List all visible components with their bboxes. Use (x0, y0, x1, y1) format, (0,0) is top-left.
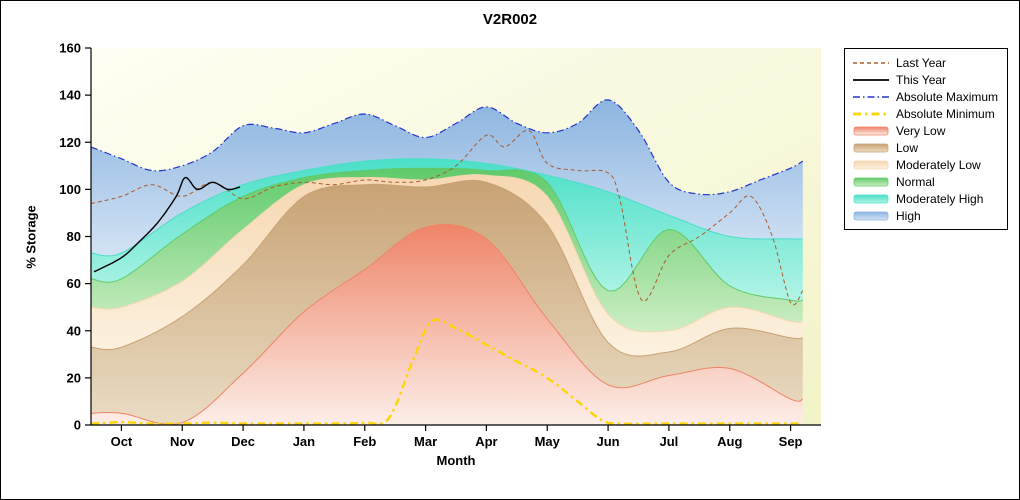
x-tick-label: Sep (779, 434, 803, 449)
y-tick-label: 60 (67, 276, 81, 291)
y-tick-label: 120 (59, 135, 81, 150)
legend-fill-sample (853, 126, 889, 135)
x-tick-label: Aug (717, 434, 742, 449)
legend-item-moderately-high: Moderately High (852, 190, 1000, 207)
legend: Last Year This Year Absolute Maximum Absolu… (844, 48, 1008, 230)
series-line-absolute-maximum (91, 99, 804, 196)
band-fill-high (91, 99, 803, 256)
legend-swatch-normal (853, 177, 889, 186)
y-tick-label: 80 (67, 229, 81, 244)
legend-fill-sample (853, 211, 889, 220)
x-tick-label: Apr (475, 434, 497, 449)
legend-label-high: High (896, 208, 921, 223)
y-tick-label: 20 (67, 370, 81, 385)
x-tick-label: Nov (170, 434, 195, 449)
y-tick-label: 160 (59, 41, 81, 56)
legend-label-this-year: This Year (896, 72, 947, 87)
legend-label-absolute-maximum: Absolute Maximum (896, 89, 999, 104)
legend-item-last-year: Last Year (852, 54, 1000, 71)
band-edge-very-low (91, 223, 803, 425)
legend-swatch-very-low (853, 126, 889, 135)
bands-group (91, 99, 803, 425)
band-edge-normal (91, 167, 803, 302)
band-fill-moderately-low (91, 174, 803, 357)
band-edge-low (91, 179, 803, 357)
x-tick-label: Jan (293, 434, 315, 449)
legend-label-last-year: Last Year (896, 55, 947, 70)
x-tick-label: Mar (414, 434, 437, 449)
band-fill-normal (91, 168, 803, 332)
legend-swatch-last-year (853, 61, 889, 64)
legend-item-low: Low (852, 139, 1000, 156)
legend-swatch-low (853, 143, 889, 152)
legend-fill-sample (853, 143, 889, 152)
legend-item-moderately-low: Moderately Low (852, 156, 1000, 173)
legend-swatch-moderately-low (853, 160, 889, 169)
legend-label-low: Low (896, 140, 919, 155)
series-line-absolute-minimum (91, 318, 804, 425)
legend-label-moderately-low: Moderately Low (896, 157, 981, 172)
x-tick-label: Jun (597, 434, 620, 449)
x-axis-label: Month (436, 453, 476, 468)
legend-fill-sample (853, 160, 889, 169)
series-line-this-year (93, 176, 241, 273)
legend-label-very-low: Very Low (896, 123, 946, 138)
series-line-last-year (91, 129, 804, 306)
y-tick-label: 100 (59, 182, 81, 197)
legend-label-absolute-minimum: Absolute Minimum (896, 106, 995, 121)
x-tick-label: Jul (660, 434, 679, 449)
x-tick-label: May (535, 434, 561, 449)
legend-item-this-year: This Year (852, 71, 1000, 88)
legend-swatch-absolute-maximum (853, 95, 889, 98)
y-tick-label: 140 (59, 88, 81, 103)
legend-swatch-this-year (853, 78, 889, 81)
band-fill-very-low (91, 224, 803, 425)
legend-label-normal: Normal (896, 174, 935, 189)
y-tick-label: 0 (74, 418, 81, 433)
lines-group (91, 99, 804, 425)
legend-swatch-high (853, 211, 889, 220)
x-tick-label: Oct (111, 434, 133, 449)
legend-fill-sample (853, 194, 889, 203)
legend-swatch-moderately-high (853, 194, 889, 203)
x-tick-label: Dec (231, 434, 255, 449)
x-tick-label: Feb (353, 434, 376, 449)
band-edge-moderately-high (91, 158, 803, 257)
chart-title: V2R002 (482, 11, 538, 28)
legend-fill-sample (853, 177, 889, 186)
y-tick-label: 40 (67, 323, 81, 338)
band-fill-low (91, 180, 803, 425)
legend-item-high: High (852, 207, 1000, 224)
legend-item-normal: Normal (852, 173, 1000, 190)
legend-item-absolute-maximum: Absolute Maximum (852, 88, 1000, 105)
legend-label-moderately-high: Moderately High (896, 191, 984, 206)
legend-item-very-low: Very Low (852, 122, 1000, 139)
band-edge-moderately-low (91, 174, 803, 333)
band-fill-moderately-high (91, 158, 803, 302)
legend-item-absolute-minimum: Absolute Minimum (852, 105, 1000, 122)
legend-swatch-absolute-minimum (853, 112, 889, 115)
